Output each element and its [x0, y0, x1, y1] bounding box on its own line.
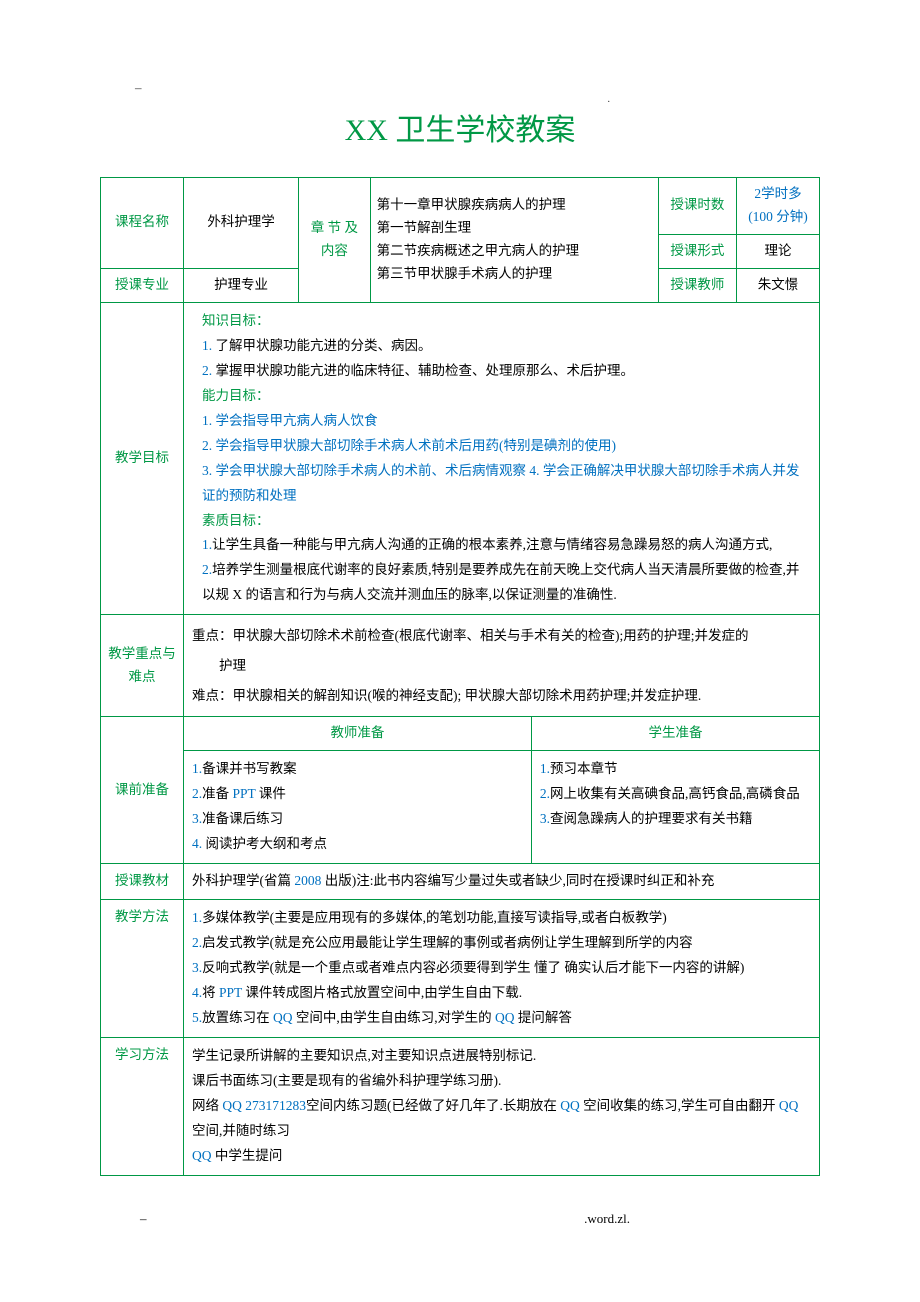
- list-item: 4. 阅读护考大纲和考点: [192, 832, 523, 857]
- table-row: 教学重点与难点 重点：甲状腺大部切除术术前检查(根底代谢率、相关与手术有关的检查…: [101, 615, 820, 717]
- form-label: 授课形式: [658, 234, 736, 268]
- list-item: 3.反响式教学(就是一个重点或者难点内容必须要得到学生 懂了 确实认后才能下一内…: [192, 956, 811, 981]
- lesson-plan-table: 课程名称 外科护理学 章 节 及内容 第十一章甲状腺疾病病人的护理 第一节解剖生…: [100, 177, 820, 1176]
- list-item: 1.预习本章节: [540, 757, 811, 782]
- list-item: 1.备课并书写教案: [192, 757, 523, 782]
- list-item: QQ 中学生提问: [192, 1144, 811, 1169]
- chapter-label: 章 节 及内容: [299, 178, 370, 303]
- objectives-content: 知识目标： 1. 了解甲状腺功能亢进的分类、病因。 2. 掌握甲状腺功能亢进的临…: [183, 302, 819, 615]
- page-footer: – .word.zl.: [100, 1211, 820, 1227]
- ability-title: 能力目标：: [202, 384, 811, 409]
- major-label: 授课专业: [101, 268, 184, 302]
- list-item: 2.准备 PPT 课件: [192, 782, 523, 807]
- teach-method-content: 1.多媒体教学(主要是应用现有的多媒体,的笔划功能,直接写读指导,或者白板教学)…: [183, 900, 819, 1038]
- teacher-label: 授课教师: [658, 268, 736, 302]
- teacher-prep-header: 教师准备: [183, 717, 531, 751]
- table-row: 1.备课并书写教案 2.准备 PPT 课件 3.准备课后练习 4. 阅读护考大纲…: [101, 751, 820, 864]
- list-item: 3.准备课后练习: [192, 807, 523, 832]
- list-item: 学生记录所讲解的主要知识点,对主要知识点进展特别标记.: [192, 1044, 811, 1069]
- list-item: 网络 QQ 273171283空间内练习题(已经做了好几年了.长期放在 QQ 空…: [192, 1094, 811, 1144]
- student-prep-header: 学生准备: [531, 717, 819, 751]
- course-name-value: 外科护理学: [183, 178, 298, 269]
- hours-label: 授课时数: [658, 178, 736, 235]
- table-row: 授课教材 外科护理学(省篇 2008 出版)注:此书内容编写少量过失或者缺少,同…: [101, 864, 820, 900]
- difficulty: 难点：甲状腺相关的解剖知识(喉的神经支配); 甲状腺大部切除术用药护理;并发症护…: [192, 681, 811, 711]
- ability-item: 3. 学会甲状腺大部切除手术病人的术前、术后病情观察 4. 学会正确解决甲状腺大…: [202, 459, 811, 509]
- quality-title: 素质目标：: [202, 509, 811, 534]
- list-item: 2.网上收集有关高碘食品,高钙食品,高磷食品: [540, 782, 811, 807]
- footer-right: .word.zl.: [584, 1211, 780, 1227]
- list-item: 4.将 PPT 课件转成图片格式放置空间中,由学生自由下载.: [192, 981, 811, 1006]
- table-row: 学习方法 学生记录所讲解的主要知识点,对主要知识点进展特别标记. 课后书面练习(…: [101, 1038, 820, 1176]
- table-row: 课程名称 外科护理学 章 节 及内容 第十一章甲状腺疾病病人的护理 第一节解剖生…: [101, 178, 820, 235]
- page-title: XX 卫生学校教案: [100, 105, 820, 149]
- knowledge-title: 知识目标：: [202, 309, 811, 334]
- footer-left: –: [140, 1211, 147, 1227]
- form-value: 理论: [737, 234, 820, 268]
- list-item: 5.放置练习在 QQ 空间中,由学生自由练习,对学生的 QQ 提问解答: [192, 1006, 811, 1031]
- focus-label: 教学重点与难点: [101, 615, 184, 717]
- keypoint-cont: 护理: [192, 651, 811, 681]
- course-name-label: 课程名称: [101, 178, 184, 269]
- ability-item: 2. 学会指导甲状腺大部切除手术病人术前术后用药(特别是碘剂的使用): [202, 434, 811, 459]
- teach-method-label: 教学方法: [101, 900, 184, 1038]
- ability-item: 1. 学会指导甲亢病人病人饮食: [202, 409, 811, 434]
- knowledge-item: 2. 掌握甲状腺功能亢进的临床特征、辅助检查、处理原那么、术后护理。: [202, 359, 811, 384]
- quality-item: 1.让学生具备一种能与甲亢病人沟通的正确的根本素养,注意与情绪容易急躁易怒的病人…: [202, 533, 811, 558]
- list-item: 1.多媒体教学(主要是应用现有的多媒体,的笔划功能,直接写读指导,或者白板教学): [192, 906, 811, 931]
- teacher-value: 朱文憬: [737, 268, 820, 302]
- objectives-label: 教学目标: [101, 302, 184, 615]
- chapter-content: 第十一章甲状腺疾病病人的护理 第一节解剖生理 第二节疾病概述之甲亢病人的护理 第…: [370, 178, 658, 303]
- table-row: 课前准备 教师准备 学生准备: [101, 717, 820, 751]
- student-prep-content: 1.预习本章节 2.网上收集有关高碘食品,高钙食品,高磷食品 3.查阅急躁病人的…: [531, 751, 819, 864]
- hours-value: 2学时多(100 分钟): [737, 178, 820, 235]
- textbook-label: 授课教材: [101, 864, 184, 900]
- list-item: 课后书面练习(主要是现有的省编外科护理学练习册).: [192, 1069, 811, 1094]
- focus-content: 重点：甲状腺大部切除术术前检查(根底代谢率、相关与手术有关的检查);用药的护理;…: [183, 615, 819, 717]
- study-method-content: 学生记录所讲解的主要知识点,对主要知识点进展特别标记. 课后书面练习(主要是现有…: [183, 1038, 819, 1176]
- knowledge-item: 1. 了解甲状腺功能亢进的分类、病因。: [202, 334, 811, 359]
- list-item: 2.启发式教学(就是充公应用最能让学生理解的事例或者病例让学生理解到所学的内容: [192, 931, 811, 956]
- teacher-prep-content: 1.备课并书写教案 2.准备 PPT 课件 3.准备课后练习 4. 阅读护考大纲…: [183, 751, 531, 864]
- quality-item: 2.培养学生测量根底代谢率的良好素质,特别是要养成先在前天晚上交代病人当天清晨所…: [202, 558, 811, 608]
- preclass-label: 课前准备: [101, 717, 184, 864]
- keypoint: 重点：甲状腺大部切除术术前检查(根底代谢率、相关与手术有关的检查);用药的护理;…: [192, 621, 811, 651]
- textbook-value: 外科护理学(省篇 2008 出版)注:此书内容编写少量过失或者缺少,同时在授课时…: [183, 864, 819, 900]
- major-value: 护理专业: [183, 268, 298, 302]
- page-top-dot: .: [100, 94, 820, 105]
- list-item: 3.查阅急躁病人的护理要求有关书籍: [540, 807, 811, 832]
- table-row: 教学方法 1.多媒体教学(主要是应用现有的多媒体,的笔划功能,直接写读指导,或者…: [101, 900, 820, 1038]
- study-method-label: 学习方法: [101, 1038, 184, 1176]
- table-row: 教学目标 知识目标： 1. 了解甲状腺功能亢进的分类、病因。 2. 掌握甲状腺功…: [101, 302, 820, 615]
